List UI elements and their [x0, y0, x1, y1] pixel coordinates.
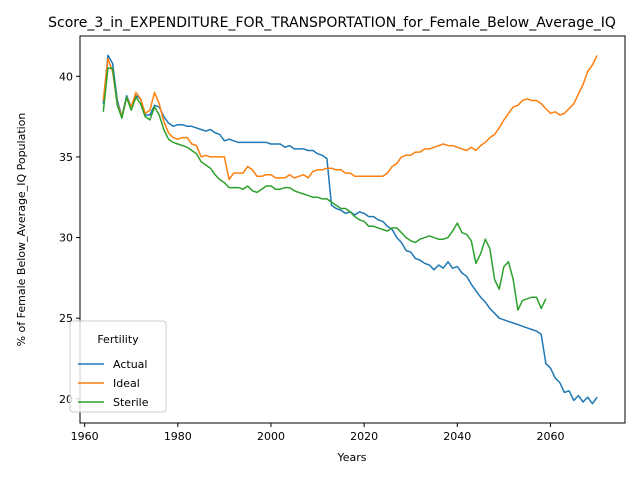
series-line-actual: [102, 54, 598, 405]
series-line-sterile: [102, 67, 547, 311]
legend-label-ideal: Ideal: [113, 377, 140, 390]
x-tick-label: 1980: [164, 430, 192, 443]
legend-items: Actual Ideal Sterile: [78, 358, 149, 409]
x-axis: 1960 1980 2000 2020 2040 2060: [71, 423, 564, 443]
y-tick-label: 25: [59, 312, 73, 325]
plot-frame: [79, 35, 626, 424]
y-tick-label: 35: [59, 151, 73, 164]
legend-label-sterile: Sterile: [113, 396, 149, 409]
legend-box: [69, 320, 167, 413]
x-tick-label: 2040: [443, 430, 471, 443]
x-tick-label: 2060: [536, 430, 564, 443]
series-layer: [102, 54, 598, 405]
x-tick-label: 2020: [350, 430, 378, 443]
series-line-ideal: [102, 55, 598, 181]
legend: Fertility Actual Ideal Sterile: [69, 320, 167, 413]
chart-title: Score_3_in_EXPENDITURE_FOR_TRANSPORTATIO…: [48, 15, 616, 31]
x-tick-label: 1960: [71, 430, 99, 443]
legend-label-actual: Actual: [113, 358, 147, 371]
y-tick-label: 30: [59, 232, 73, 245]
x-axis-label: Years: [336, 451, 366, 464]
legend-title: Fertility: [97, 333, 139, 346]
y-tick-label: 40: [59, 70, 73, 83]
y-axis-label: % of Female Below_Average_IQ Population: [15, 113, 28, 347]
x-tick-label: 2000: [257, 430, 285, 443]
